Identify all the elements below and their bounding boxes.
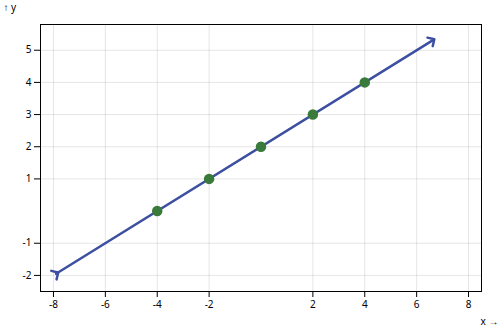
svg-text:-8: -8 [49, 297, 58, 311]
svg-text:-2: -2 [23, 268, 32, 282]
svg-text:3: 3 [26, 107, 32, 121]
svg-text:1: 1 [26, 171, 32, 185]
svg-text:-4: -4 [153, 297, 162, 311]
svg-text:-2: -2 [205, 297, 214, 311]
svg-text:2: 2 [310, 297, 316, 311]
svg-text:8: 8 [466, 297, 472, 311]
svg-text:4: 4 [26, 75, 32, 89]
svg-text:x →: x → [481, 314, 499, 327]
svg-text:5: 5 [26, 42, 32, 56]
svg-text:4: 4 [362, 297, 368, 311]
svg-text:2: 2 [26, 139, 32, 153]
svg-text:-1: -1 [23, 235, 32, 249]
svg-text:↑ y: ↑ y [4, 0, 18, 14]
svg-text:6: 6 [414, 297, 420, 311]
svg-text:-6: -6 [101, 297, 110, 311]
